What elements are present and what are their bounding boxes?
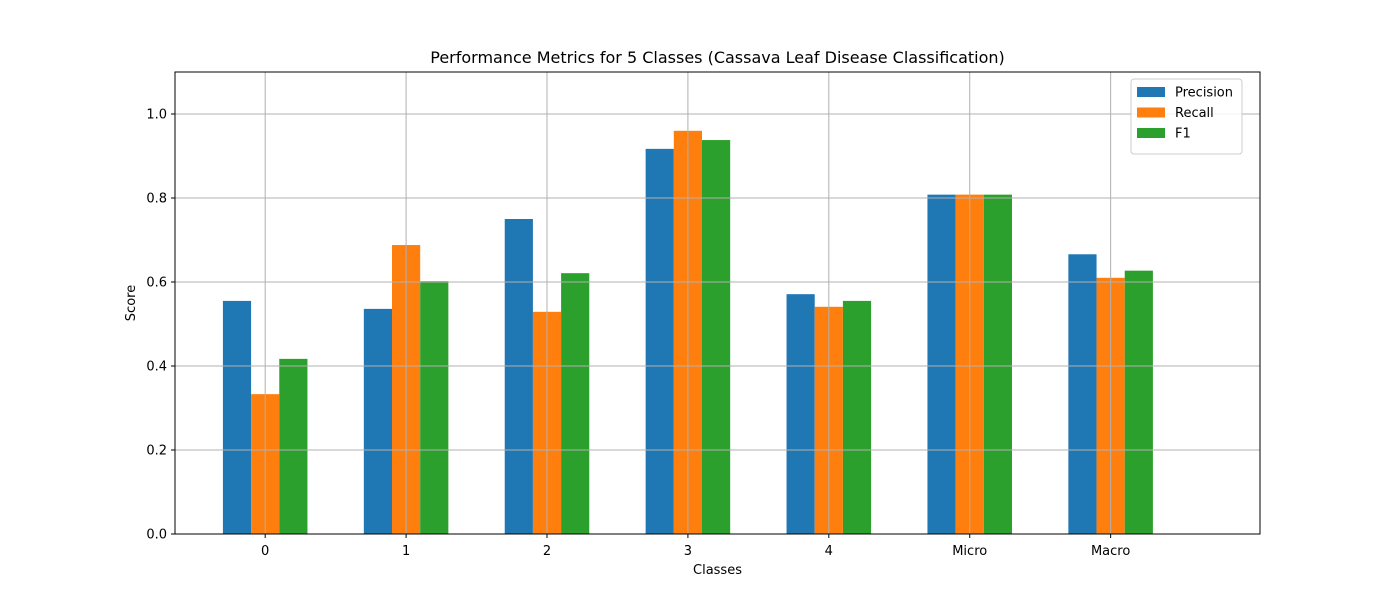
y-tick-label: 0.2: [146, 444, 167, 459]
bar-precision-2: [504, 219, 533, 534]
x-tick-label: 3: [684, 544, 692, 559]
plot-frame: [174, 71, 1261, 535]
x-tick-label: 1: [402, 544, 410, 559]
x-tick-label: 0: [261, 544, 269, 559]
y-tick-label: 1.0: [146, 108, 167, 123]
legend-label-precision: Precision: [1175, 86, 1233, 101]
bar-f1-4: [842, 300, 872, 534]
bar-precision-micro: [927, 194, 956, 534]
bar-f1-macro: [1124, 270, 1153, 534]
bar-f1-2: [561, 273, 590, 534]
y-tick-label: 0.8: [146, 192, 167, 207]
legend-label-recall: Recall: [1175, 106, 1214, 121]
x-tick-label: Micro: [952, 544, 987, 559]
bar-f1-micro: [983, 194, 1012, 534]
bar-f1-0: [279, 358, 308, 534]
legend-label-f1: F1: [1175, 127, 1191, 142]
legend-swatch-f1: [1137, 128, 1165, 138]
bar-f1-3: [702, 140, 731, 535]
bar-f1-1: [420, 281, 449, 534]
bar-precision-4: [786, 294, 815, 534]
bar-precision-0: [222, 300, 252, 534]
y-tick-label: 0.4: [146, 360, 167, 375]
legend-swatch-recall: [1137, 107, 1165, 118]
y-tick-label: 0.0: [146, 528, 167, 543]
bar-precision-1: [363, 308, 392, 534]
legend: Precision Recall F1: [1130, 78, 1243, 155]
y-tick-label: 0.6: [146, 276, 167, 291]
x-tick-label: 2: [543, 544, 551, 559]
bar-precision-3: [645, 148, 674, 535]
x-tick-label: Macro: [1091, 544, 1130, 559]
x-axis-label: Classes: [693, 563, 742, 578]
ticks: 0.0 0.2 0.4 0.6 0.8 1.0 0 1 2 3 4 Micro Macro: [146, 108, 1130, 560]
y-axis-label: Score: [124, 285, 139, 321]
x-tick-label: 4: [825, 544, 833, 559]
bar-precision-macro: [1068, 254, 1097, 534]
chart-title: Performance Metrics for 5 Classes (Cassa…: [430, 48, 1005, 67]
legend-swatch-precision: [1137, 87, 1165, 97]
